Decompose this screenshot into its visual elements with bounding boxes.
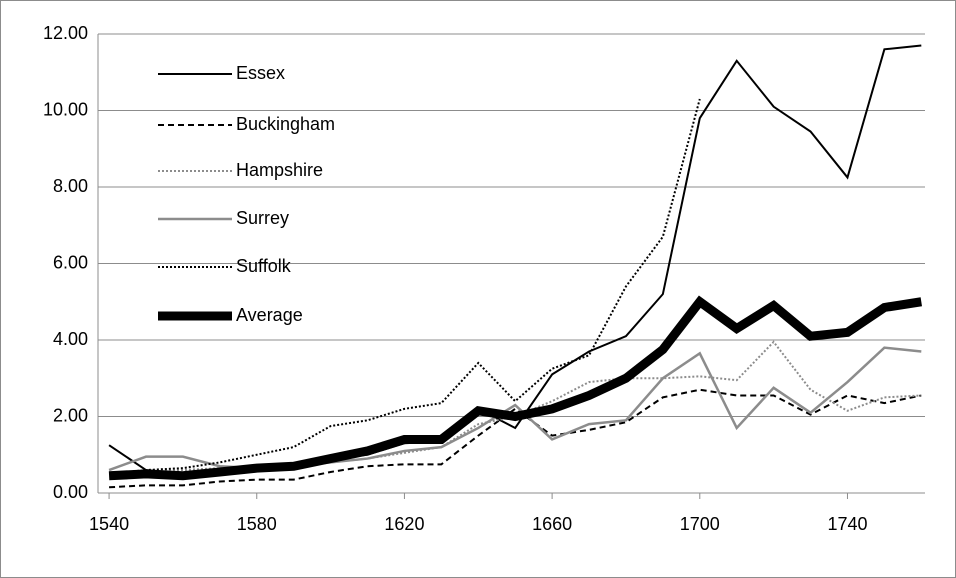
x-tick-label: 1620	[384, 514, 424, 534]
legend-label: Essex	[236, 63, 285, 83]
y-tick-label: 6.00	[53, 252, 88, 272]
y-tick-label: 4.00	[53, 329, 88, 349]
x-tick-label: 1540	[89, 514, 129, 534]
y-tick-label: 12.00	[43, 23, 88, 43]
y-tick-label: 8.00	[53, 176, 88, 196]
legend-label: Surrey	[236, 208, 289, 228]
series-line	[108, 98, 701, 475]
legend-label: Hampshire	[236, 160, 323, 180]
x-tick-label: 1580	[237, 514, 277, 534]
y-tick-label: 10.00	[43, 99, 88, 119]
series-line	[108, 295, 922, 481]
legend-label: Average	[236, 305, 303, 325]
series-line	[109, 340, 922, 475]
y-tick-label: 2.00	[53, 405, 88, 425]
legend-label: Suffolk	[236, 256, 292, 276]
x-tick-label: 1700	[680, 514, 720, 534]
y-tick-label: 0.00	[53, 482, 88, 502]
x-tick-label: 1740	[827, 514, 867, 534]
legend-label: Buckingham	[236, 114, 335, 134]
series-line	[109, 388, 922, 489]
x-tick-label: 1660	[532, 514, 572, 534]
